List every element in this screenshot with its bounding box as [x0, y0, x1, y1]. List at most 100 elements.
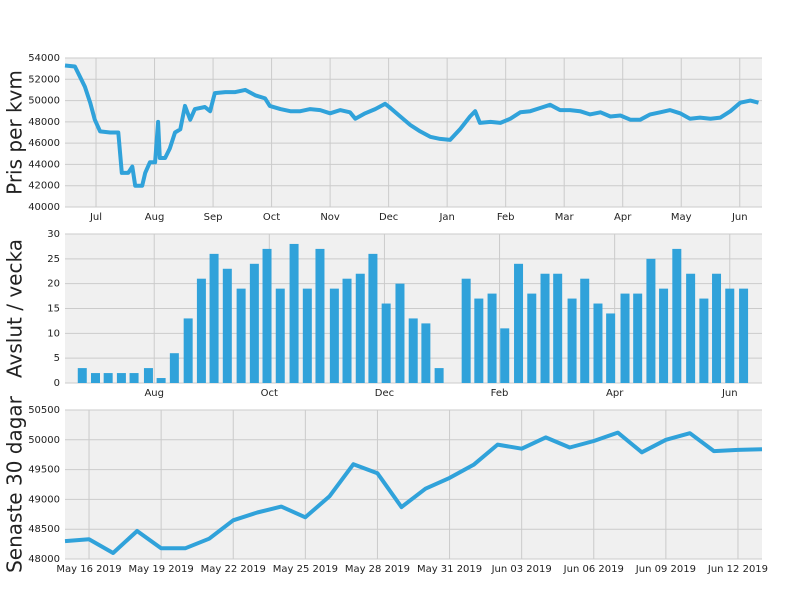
y-tick-label: 25 — [47, 254, 60, 265]
bar — [606, 313, 616, 383]
y-tick-label: 50000 — [28, 96, 60, 107]
x-tick-label: Oct — [263, 212, 280, 223]
data-line — [64, 63, 759, 188]
bar — [712, 273, 722, 383]
bar — [725, 288, 735, 383]
bar — [209, 253, 219, 383]
bar — [196, 278, 206, 383]
bar — [249, 263, 259, 383]
bar — [514, 263, 524, 383]
bar — [262, 248, 272, 383]
bar — [527, 293, 537, 383]
y-tick-label: 44000 — [28, 159, 60, 170]
x-tick-label: May — [671, 212, 692, 223]
bar — [620, 293, 630, 383]
x-tick-label: May 19 2019 — [129, 564, 194, 575]
bar — [540, 273, 550, 383]
x-tick-label: Aug — [145, 212, 165, 223]
y-tick-label: 5 — [54, 353, 60, 364]
x-tick-label: Jun 09 2019 — [635, 564, 696, 575]
bar — [580, 278, 590, 383]
x-tick-label: Feb — [491, 388, 509, 399]
bar — [355, 273, 365, 383]
x-tick-label: Jun — [721, 388, 738, 399]
bar — [129, 373, 139, 383]
x-tick-label: Jun 03 2019 — [491, 564, 552, 575]
y-tick-label: 20 — [47, 279, 60, 290]
bar — [91, 373, 101, 383]
subplot: 40000 42000 44000 46000 48000 50000 52000 54000… — [3, 53, 762, 223]
x-tick-label: Jun 06 2019 — [563, 564, 624, 575]
bar — [236, 288, 246, 383]
y-axis-label: Pris per kvm — [3, 70, 27, 195]
x-tick-label: Jul — [89, 212, 102, 223]
bar — [222, 268, 232, 383]
y-axis-label: Avslut / vecka — [3, 239, 27, 378]
x-tick-label: Mar — [555, 212, 575, 223]
x-tick-label: May 22 2019 — [201, 564, 266, 575]
y-tick-label: 30 — [47, 229, 60, 240]
subplot: 0 5 10 15 20 25 30 Aug Oct Dec Feb Apr Jun Avslut / v… — [3, 229, 762, 399]
y-axis-label: Senaste 30 dagar — [3, 395, 27, 573]
y-tick-label: 15 — [47, 304, 60, 315]
bar — [646, 258, 656, 383]
bar — [686, 273, 696, 383]
x-tick-label: Jun — [731, 212, 748, 223]
x-tick-label: Jan — [438, 212, 454, 223]
bar — [329, 288, 339, 383]
x-tick-label: Jun 12 2019 — [707, 564, 768, 575]
bar — [487, 293, 497, 383]
y-tick-label: 50000 — [28, 435, 60, 446]
x-tick-label: Nov — [320, 212, 340, 223]
bar — [421, 323, 431, 383]
y-tick-label: 50500 — [28, 405, 60, 416]
bar — [169, 353, 179, 383]
subplot: 48000 48500 49000 49500 50000 50500 May 16 201… — [3, 395, 769, 575]
bar — [275, 288, 285, 383]
y-tick-label: 0 — [54, 378, 60, 389]
bar — [116, 373, 126, 383]
x-tick-label: Sep — [204, 212, 223, 223]
bar — [672, 248, 682, 383]
y-tick-label: 49500 — [28, 465, 60, 476]
bar — [500, 328, 510, 383]
bar — [699, 298, 709, 383]
bar — [368, 253, 378, 383]
x-tick-label: Aug — [144, 388, 164, 399]
bar — [315, 248, 325, 383]
bar — [103, 373, 113, 383]
bar — [553, 273, 563, 383]
x-tick-label: May 28 2019 — [345, 564, 410, 575]
bar — [183, 318, 193, 383]
bar — [143, 368, 153, 383]
bar — [289, 243, 299, 383]
bar — [593, 303, 603, 383]
y-tick-label: 54000 — [28, 53, 60, 64]
x-tick-label: Apr — [606, 388, 624, 399]
y-tick-label: 40000 — [28, 202, 60, 213]
data-line — [64, 430, 763, 555]
y-tick-label: 48000 — [28, 554, 60, 565]
y-tick-label: 10 — [47, 328, 60, 339]
plot-area — [65, 58, 762, 207]
x-tick-label: Dec — [375, 388, 394, 399]
bar — [302, 288, 312, 383]
x-tick-label: Dec — [379, 212, 398, 223]
bar — [567, 298, 577, 383]
plot-area — [65, 410, 762, 559]
bar — [739, 288, 749, 383]
bar — [659, 288, 669, 383]
bar — [395, 283, 405, 383]
bar — [342, 278, 352, 383]
bar — [156, 378, 166, 383]
y-tick-label: 49000 — [28, 494, 60, 505]
bar — [408, 318, 418, 383]
bar — [633, 293, 643, 383]
x-tick-label: May 16 2019 — [56, 564, 121, 575]
bar — [434, 368, 444, 383]
y-tick-label: 52000 — [28, 74, 60, 85]
x-tick-label: May 25 2019 — [273, 564, 338, 575]
x-tick-label: Feb — [497, 212, 515, 223]
bar — [461, 278, 471, 383]
